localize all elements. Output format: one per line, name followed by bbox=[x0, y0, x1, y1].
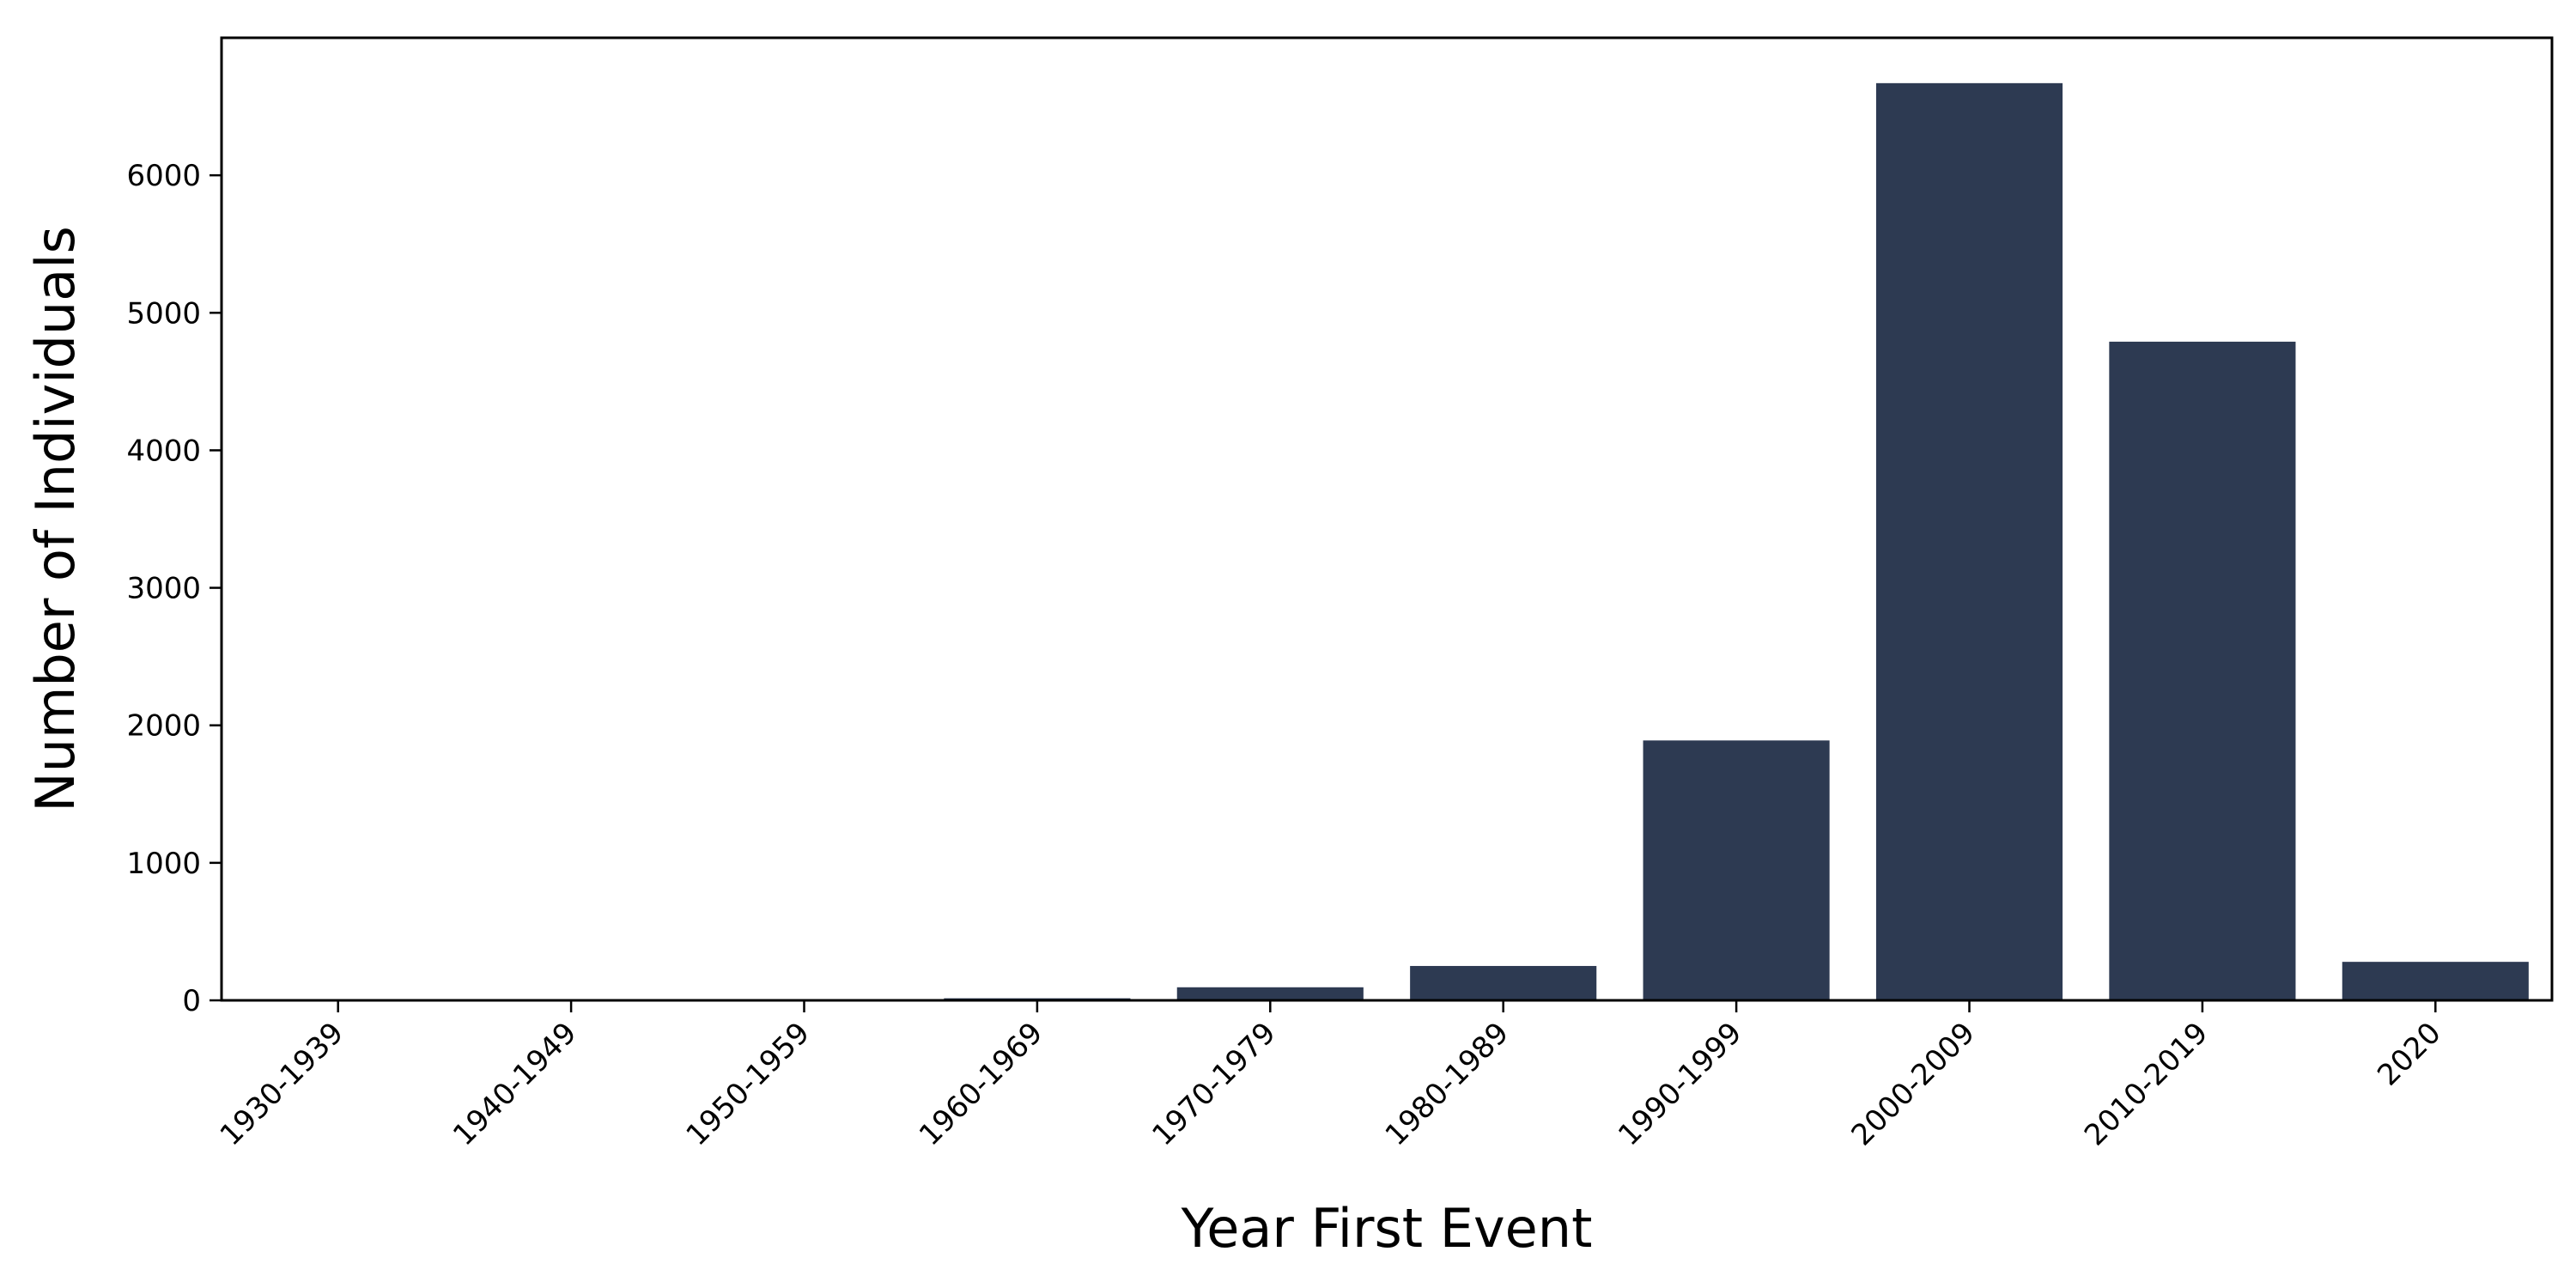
bar-2000-2009 bbox=[1875, 82, 2063, 1000]
y-tick-label: 0 bbox=[182, 984, 201, 1018]
y-tick-label: 3000 bbox=[126, 572, 201, 606]
bar-2020 bbox=[2342, 962, 2529, 1000]
y-tick-label: 2000 bbox=[126, 709, 201, 744]
x-tick-label: 1990-1999 bbox=[1612, 1016, 1748, 1152]
x-axis-title: Year First Event bbox=[1181, 1197, 1593, 1260]
x-tick-label: 1970-1979 bbox=[1145, 1016, 1282, 1152]
plot-frame bbox=[220, 36, 2554, 1002]
x-tick-label: 1960-1969 bbox=[913, 1016, 1049, 1152]
x-tick-label: 1950-1959 bbox=[680, 1016, 817, 1152]
y-tick-label: 6000 bbox=[126, 159, 201, 193]
x-tick-label: 2020 bbox=[2371, 1016, 2447, 1092]
y-axis-title: Number of Individuals bbox=[24, 226, 87, 811]
bar-1990-1999 bbox=[1643, 740, 1830, 1000]
x-tick-label: 1930-1939 bbox=[214, 1016, 350, 1152]
y-tick-label: 5000 bbox=[126, 296, 201, 331]
bar-2010-2019 bbox=[2109, 341, 2296, 1000]
bars-group bbox=[245, 82, 2529, 1000]
y-tick-label: 1000 bbox=[126, 847, 201, 881]
x-axis-ticks: 1930-1939 1940-1949 1950-1959 1960-1969 1970… bbox=[214, 1000, 2448, 1152]
bar-1980-1989 bbox=[1410, 965, 1597, 1000]
y-axis-ticks: 0 1000 2000 3000 4000 5000 6000 bbox=[126, 159, 222, 1018]
y-tick-label: 4000 bbox=[126, 434, 201, 468]
bar-1970-1979 bbox=[1176, 987, 1364, 1000]
x-tick-label: 2000-2009 bbox=[1845, 1016, 1982, 1152]
x-tick-label: 2010-2019 bbox=[2078, 1016, 2215, 1152]
x-tick-label: 1980-1989 bbox=[1379, 1016, 1516, 1152]
x-tick-label: 1940-1949 bbox=[447, 1016, 583, 1152]
